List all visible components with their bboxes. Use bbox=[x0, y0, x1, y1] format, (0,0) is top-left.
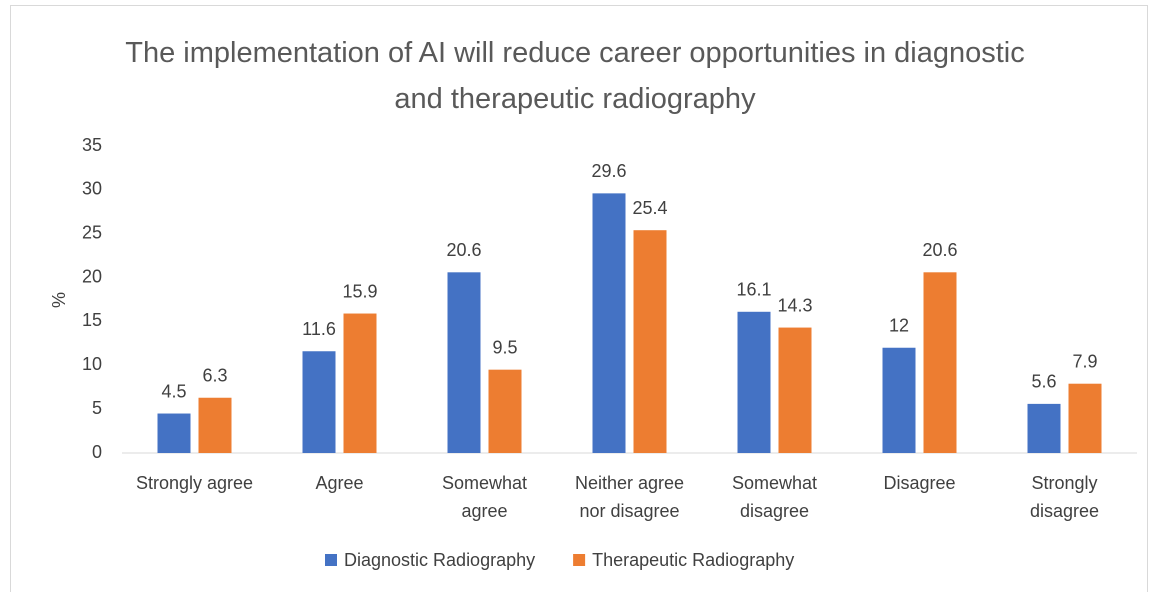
chart-title: The implementation of AI will reduce car… bbox=[125, 37, 1025, 115]
x-tick-label: Strongly agree bbox=[136, 473, 253, 493]
data-label: 15.9 bbox=[342, 281, 377, 301]
bar bbox=[882, 347, 916, 453]
bar bbox=[488, 369, 522, 453]
x-tick-label: Strongly bbox=[1031, 473, 1097, 493]
y-tick-label: 35 bbox=[82, 135, 102, 155]
legend-swatch bbox=[325, 554, 337, 566]
bar bbox=[302, 351, 336, 453]
bar bbox=[1068, 383, 1102, 453]
x-tick-label: disagree bbox=[1030, 501, 1099, 521]
data-label: 20.6 bbox=[922, 240, 957, 260]
legend-label: Diagnostic Radiography bbox=[344, 550, 535, 570]
bar bbox=[633, 230, 667, 453]
data-label: 12 bbox=[889, 315, 909, 335]
y-axis-label: % bbox=[49, 292, 69, 308]
bar bbox=[343, 313, 377, 453]
bar bbox=[923, 272, 957, 453]
x-tick-label: Somewhat bbox=[732, 473, 817, 493]
data-label: 16.1 bbox=[736, 280, 771, 300]
bar bbox=[778, 327, 812, 453]
data-label: 9.5 bbox=[492, 337, 517, 357]
bar bbox=[198, 397, 232, 453]
x-tick-label: Disagree bbox=[883, 473, 955, 493]
legend-swatch bbox=[573, 554, 586, 566]
x-tick-label: nor disagree bbox=[579, 501, 679, 521]
data-label: 29.6 bbox=[591, 161, 626, 181]
y-tick-label: 25 bbox=[82, 222, 102, 242]
bar bbox=[1027, 403, 1061, 453]
data-label: 20.6 bbox=[446, 240, 481, 260]
y-tick-label: 30 bbox=[82, 179, 102, 199]
x-tick-label: Somewhat bbox=[442, 473, 527, 493]
y-tick-label: 20 bbox=[82, 266, 102, 286]
y-tick-label: 5 bbox=[92, 398, 102, 418]
data-label: 4.5 bbox=[161, 381, 186, 401]
x-tick-label: agree bbox=[461, 501, 507, 521]
y-tick-label: 15 bbox=[82, 310, 102, 330]
data-label: 14.3 bbox=[777, 295, 812, 315]
bar bbox=[157, 413, 191, 453]
x-tick-label: Agree bbox=[315, 473, 363, 493]
data-label: 5.6 bbox=[1031, 372, 1056, 392]
x-tick-label: Neither agree bbox=[575, 473, 684, 493]
legend-label: Therapeutic Radiography bbox=[592, 550, 794, 570]
bar bbox=[592, 193, 626, 453]
bar bbox=[447, 272, 481, 453]
data-label: 6.3 bbox=[202, 365, 227, 385]
y-tick-label: 10 bbox=[82, 354, 102, 374]
x-tick-label: disagree bbox=[740, 501, 809, 521]
data-label: 25.4 bbox=[632, 198, 667, 218]
bar bbox=[737, 311, 771, 453]
chart-border bbox=[10, 5, 1148, 592]
y-tick-label: 0 bbox=[92, 442, 102, 462]
data-label: 7.9 bbox=[1072, 351, 1097, 371]
data-label: 11.6 bbox=[302, 319, 336, 339]
